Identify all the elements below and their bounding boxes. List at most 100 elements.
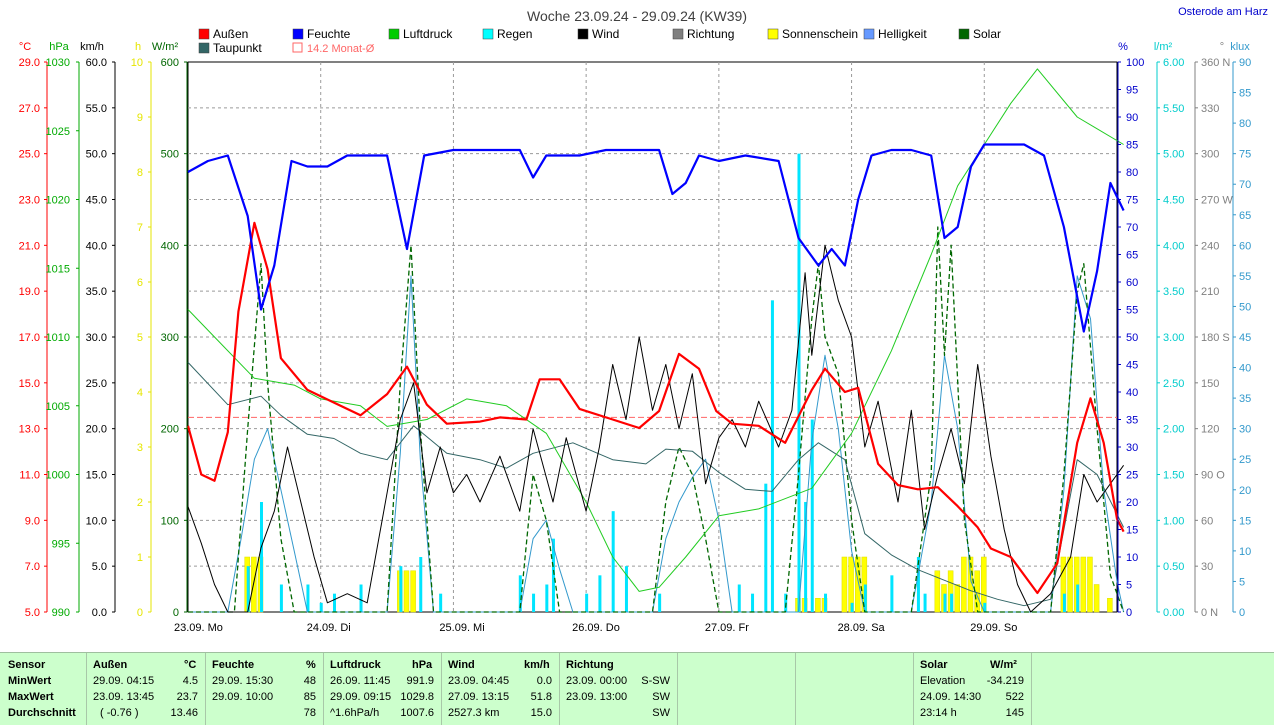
x-tick-label: 28.09. Sa xyxy=(838,622,886,634)
y-tick-label-brightness: 30 xyxy=(1239,424,1251,436)
aussen-avg-value: 13.46 xyxy=(170,707,198,719)
richtung-min-time: 23.09. 00:00 xyxy=(566,675,628,687)
aussen-max-value: 23.7 xyxy=(176,691,198,703)
richtung-max-value: SW xyxy=(652,691,670,703)
rain-bar xyxy=(439,593,443,612)
rain-bar xyxy=(810,419,814,612)
y-tick-label-brightness: 15 xyxy=(1239,515,1251,527)
axis-unit-temp: °C xyxy=(19,41,31,53)
feuchte-max-value: 85 xyxy=(303,691,316,703)
legend-label: Helligkeit xyxy=(878,27,927,41)
y-tick-label-humidity: 0 xyxy=(1126,607,1132,619)
y-tick-label-sunshine: 5 xyxy=(137,332,143,344)
y-tick-label-rain: 0.50 xyxy=(1163,561,1184,573)
y-tick-label-solar: 600 xyxy=(161,57,179,69)
y-tick-label-humidity: 10 xyxy=(1126,552,1138,564)
y-tick-label-wind: 45.0 xyxy=(86,195,107,207)
legend-label: Wind xyxy=(592,27,619,41)
y-tick-label-wind: 5.0 xyxy=(92,561,107,573)
y-tick-label-wind: 15.0 xyxy=(86,470,107,482)
y-tick-label-wind: 20.0 xyxy=(86,424,107,436)
y-tick-label-sunshine: 9 xyxy=(137,112,143,124)
sunshine-bar xyxy=(841,556,848,613)
sunshine-bar xyxy=(854,556,861,613)
sunshine-bar xyxy=(954,584,960,613)
y-tick-label-humidity: 55 xyxy=(1126,305,1138,317)
y-tick-label-wind: 60.0 xyxy=(86,57,107,69)
y-tick-label-wind: 25.0 xyxy=(86,378,107,390)
y-tick-label-brightness: 10 xyxy=(1239,546,1251,558)
rain-bar xyxy=(545,584,549,612)
y-tick-label-rain: 3.50 xyxy=(1163,286,1184,298)
wind-min-time: 23.09. 04:45 xyxy=(448,675,510,687)
rain-bar xyxy=(611,511,615,612)
y-tick-label-humidity: 95 xyxy=(1126,85,1138,97)
y-tick-label-brightness: 65 xyxy=(1239,210,1251,222)
y-tick-label-rain: 2.00 xyxy=(1163,424,1184,436)
y-tick-label-wind: 35.0 xyxy=(86,286,107,298)
solar-title: Solar xyxy=(920,659,948,671)
wind-unit: km/h xyxy=(524,659,550,671)
solar-unit: W/m² xyxy=(990,659,1017,671)
y-tick-label-humidity: 90 xyxy=(1126,112,1138,124)
y-tick-label-humidity: 25 xyxy=(1126,470,1138,482)
y-tick-label-temp: 9.0 xyxy=(25,515,40,527)
legend-label: Richtung xyxy=(687,27,734,41)
solar-max-value: 522 xyxy=(1005,691,1024,703)
y-tick-label-solar: 0 xyxy=(173,607,179,619)
y-tick-label-sunshine: 1 xyxy=(137,552,143,564)
y-tick-label-brightness: 40 xyxy=(1239,363,1251,375)
rain-bar xyxy=(332,593,336,612)
row-label-min: MinWert xyxy=(8,675,52,687)
legend-label-monthly-average: 14.2 Monat-Ø xyxy=(307,43,375,55)
chart-legend: Außen Feuchte Luftdruck Regen Wind Richtung So… xyxy=(198,27,1001,55)
y-tick-label-temp: 5.0 xyxy=(25,607,40,619)
station-name: Osterode am Harz xyxy=(1178,6,1268,18)
legend-swatch xyxy=(198,28,210,40)
y-tick-label-sunshine: 7 xyxy=(137,222,143,234)
y-tick-label-rain: 6.00 xyxy=(1163,57,1184,69)
legend-label: Sonnenschein xyxy=(782,27,858,41)
aussen-max-time: 23.09. 13:45 xyxy=(93,691,155,703)
y-tick-label-brightness: 80 xyxy=(1239,118,1251,130)
y-tick-label-temp: 7.0 xyxy=(25,561,40,573)
y-tick-label-humidity: 80 xyxy=(1126,167,1138,179)
y-tick-label-direction: 210 xyxy=(1201,286,1219,298)
richtung-max-time: 23.09. 13:00 xyxy=(566,691,628,703)
y-tick-label-brightness: 50 xyxy=(1239,301,1251,313)
aussen-avg-note: ( -0.76 ) xyxy=(100,707,139,719)
y-tick-label-humidity: 65 xyxy=(1126,250,1138,262)
luftdruck-avg-value: 1007.6 xyxy=(400,707,434,719)
x-tick-label: 29.09. So xyxy=(970,622,1017,634)
x-tick-label: 25.09. Mi xyxy=(439,622,484,634)
y-tick-label-direction: 60 xyxy=(1201,515,1213,527)
feuchte-unit: % xyxy=(306,659,316,671)
y-tick-label-pressure: 1020 xyxy=(46,195,70,207)
rain-bar xyxy=(923,593,927,612)
legend-label: Regen xyxy=(497,27,532,41)
y-tick-label-temp: 27.0 xyxy=(19,103,40,115)
y-tick-label-direction: 120 xyxy=(1201,424,1219,436)
luftdruck-min-time: 26.09. 11:45 xyxy=(330,675,391,687)
y-tick-label-brightness: 35 xyxy=(1239,393,1251,405)
luftdruck-max-value: 1029.8 xyxy=(400,691,434,703)
x-tick-label: 23.09. Mo xyxy=(174,622,223,634)
legend-swatch xyxy=(388,28,400,40)
y-tick-label-brightness: 60 xyxy=(1239,240,1251,252)
richtung-min-value: S-SW xyxy=(641,675,670,687)
wind-distance: 2527.3 km xyxy=(448,707,500,719)
wind-avg-value: 15.0 xyxy=(530,707,552,719)
y-tick-label-solar: 500 xyxy=(161,149,179,161)
sunshine-bar xyxy=(1067,556,1073,613)
row-label-max: MaxWert xyxy=(8,691,54,703)
y-tick-label-temp: 25.0 xyxy=(19,149,40,161)
legend-swatch xyxy=(958,28,970,40)
rain-bar xyxy=(764,483,768,612)
y-tick-label-humidity: 35 xyxy=(1126,415,1138,427)
rain-bar xyxy=(737,584,741,612)
rain-bar xyxy=(319,602,323,612)
y-tick-label-sunshine: 10 xyxy=(131,57,143,69)
y-tick-label-brightness: 90 xyxy=(1239,57,1251,69)
y-tick-label-direction: 150 xyxy=(1201,378,1219,390)
feuchte-avg-value: 78 xyxy=(303,707,316,719)
